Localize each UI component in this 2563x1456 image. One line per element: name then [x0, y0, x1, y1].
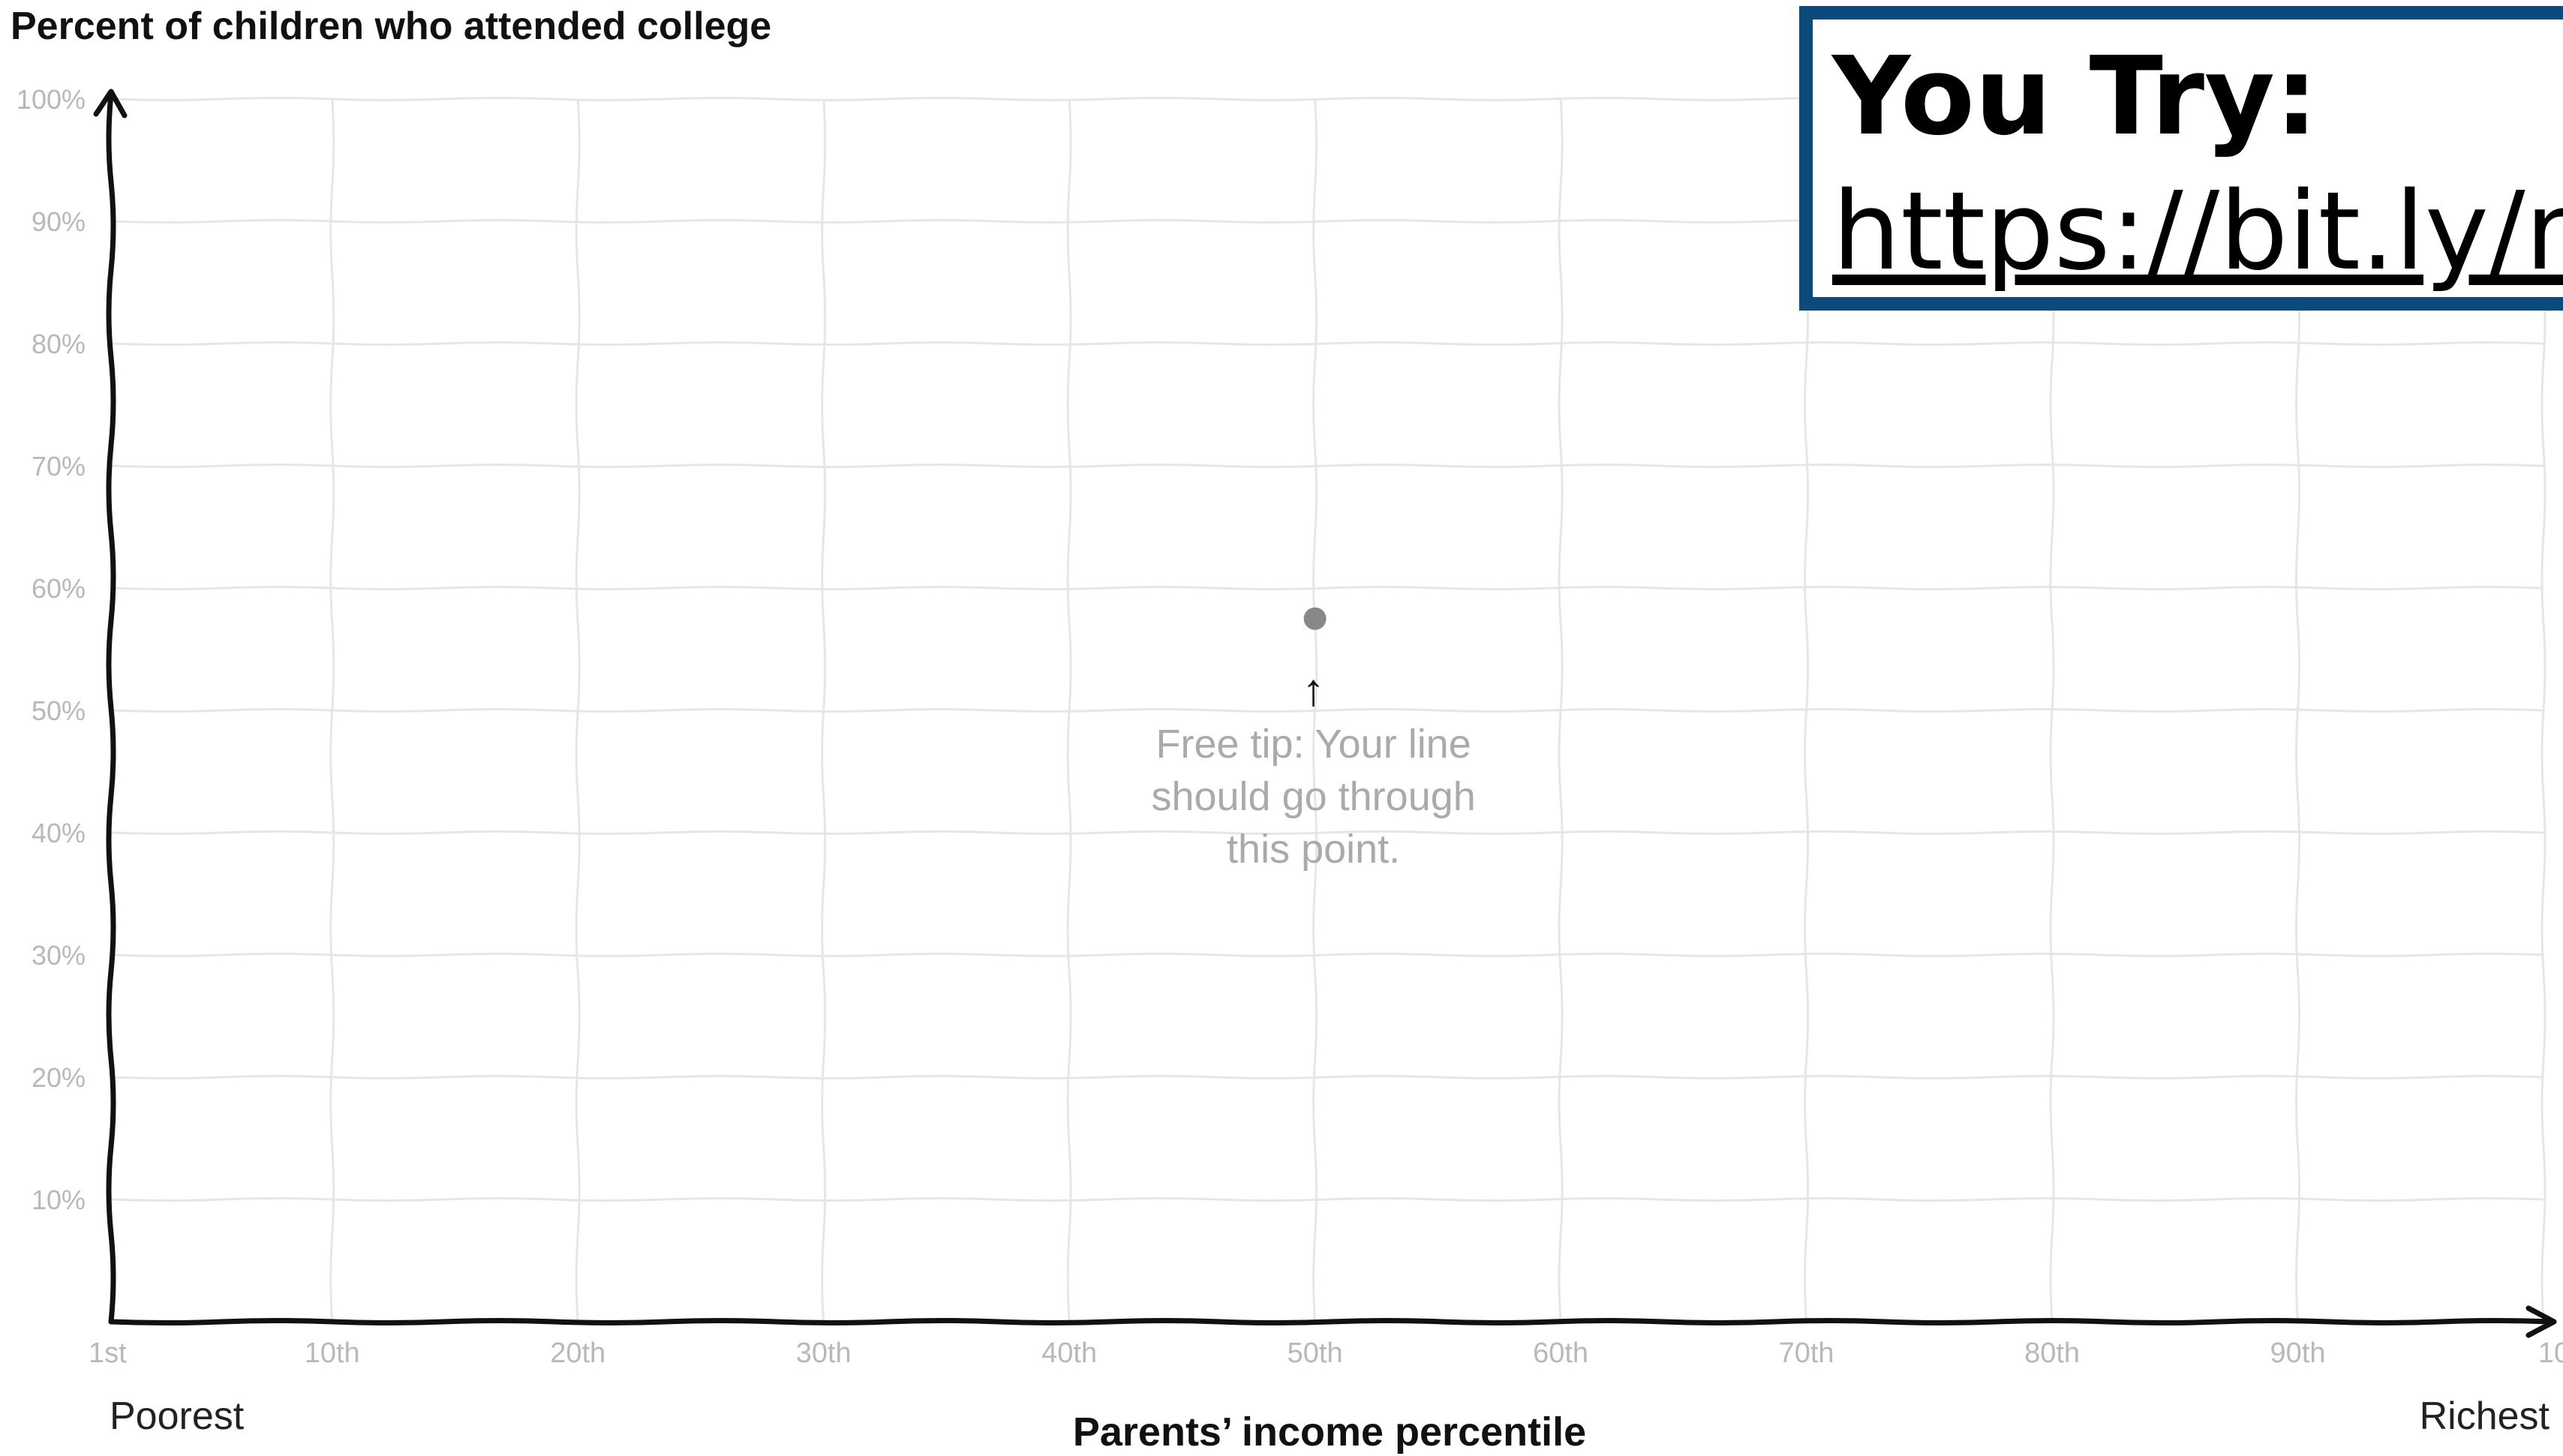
x-end-label-richest: Richest: [2420, 1394, 2550, 1438]
tip-text-line: Free tip: Your line: [1155, 722, 1471, 767]
points: [1303, 607, 1327, 630]
x-tick-labels: 1st 10th 20th 30th 40th 50th 60th 70th 80th 90th 1…: [89, 1337, 2563, 1369]
y-tick-label: 80%: [32, 329, 86, 359]
x-end-label-poorest: Poorest: [110, 1394, 245, 1438]
y-gridline: [110, 586, 2544, 590]
annotation: ↑ Free tip: Your line should go through thi…: [1151, 665, 1475, 872]
x-tick-label: 90th: [2270, 1337, 2326, 1369]
x-gridline: [1558, 98, 1564, 1322]
y-tick-label: 100%: [17, 84, 86, 115]
y-axis-arrowhead: [93, 89, 128, 119]
x-gridline: [1312, 98, 1318, 1322]
y-tick-label: 50%: [32, 695, 86, 726]
y-gridline: [110, 341, 2544, 346]
x-tick-label: 10th: [305, 1337, 360, 1369]
y-tick-label: 30%: [32, 940, 86, 971]
x-axis-arrowhead: [2525, 1305, 2557, 1338]
y-tick-label: 70%: [32, 451, 86, 482]
y-gridline: [110, 464, 2544, 468]
y-gridline: [110, 708, 2544, 713]
y-tick-label: 10%: [32, 1184, 86, 1215]
y-gridline: [110, 1075, 2544, 1079]
x-tick-label: 100th: [2538, 1337, 2563, 1369]
y-tick-labels: 10% 20% 30% 40% 50% 60% 70% 80% 90% 100%: [17, 84, 86, 1215]
axes: [93, 89, 2557, 1338]
y-tick-label: 20%: [32, 1062, 86, 1093]
x-tick-label: 40th: [1041, 1337, 1097, 1369]
x-tick-label: 60th: [1533, 1337, 1588, 1369]
tip-text-line: this point.: [1227, 827, 1400, 872]
x-tick-label: 70th: [1779, 1337, 1834, 1369]
x-tick-label: 30th: [796, 1337, 852, 1369]
y-gridline: [110, 830, 2544, 835]
y-axis-line: [106, 92, 116, 1325]
x-gridline: [329, 98, 335, 1322]
x-gridline: [821, 98, 827, 1322]
x-tick-label: 50th: [1288, 1337, 1343, 1369]
you-try-callout: You Try: https://bit.ly/ny: [1799, 6, 2563, 311]
y-tick-label: 90%: [32, 206, 86, 237]
chart-title: Percent of children who attended college: [11, 5, 771, 48]
you-try-title: You Try:: [1832, 33, 2318, 159]
x-axis-label: Parents’ income percentile: [1073, 1409, 1586, 1454]
x-axis-line: [108, 1318, 2554, 1325]
tip-text-line: should go through: [1151, 774, 1475, 819]
y-tick-label: 40%: [32, 818, 86, 848]
y-gridline: [110, 1197, 2544, 1202]
x-tick-label: 20th: [550, 1337, 605, 1369]
x-tick-label: 1st: [89, 1337, 127, 1369]
you-try-link[interactable]: https://bit.ly/ny: [1832, 168, 2563, 294]
y-tick-label: 60%: [32, 573, 86, 604]
x-gridline: [575, 98, 581, 1322]
x-gridline: [1066, 98, 1072, 1322]
y-gridline: [110, 953, 2544, 957]
guide-point: [1303, 607, 1327, 630]
tip-arrow: ↑: [1303, 665, 1325, 715]
x-tick-label: 80th: [2024, 1337, 2080, 1369]
